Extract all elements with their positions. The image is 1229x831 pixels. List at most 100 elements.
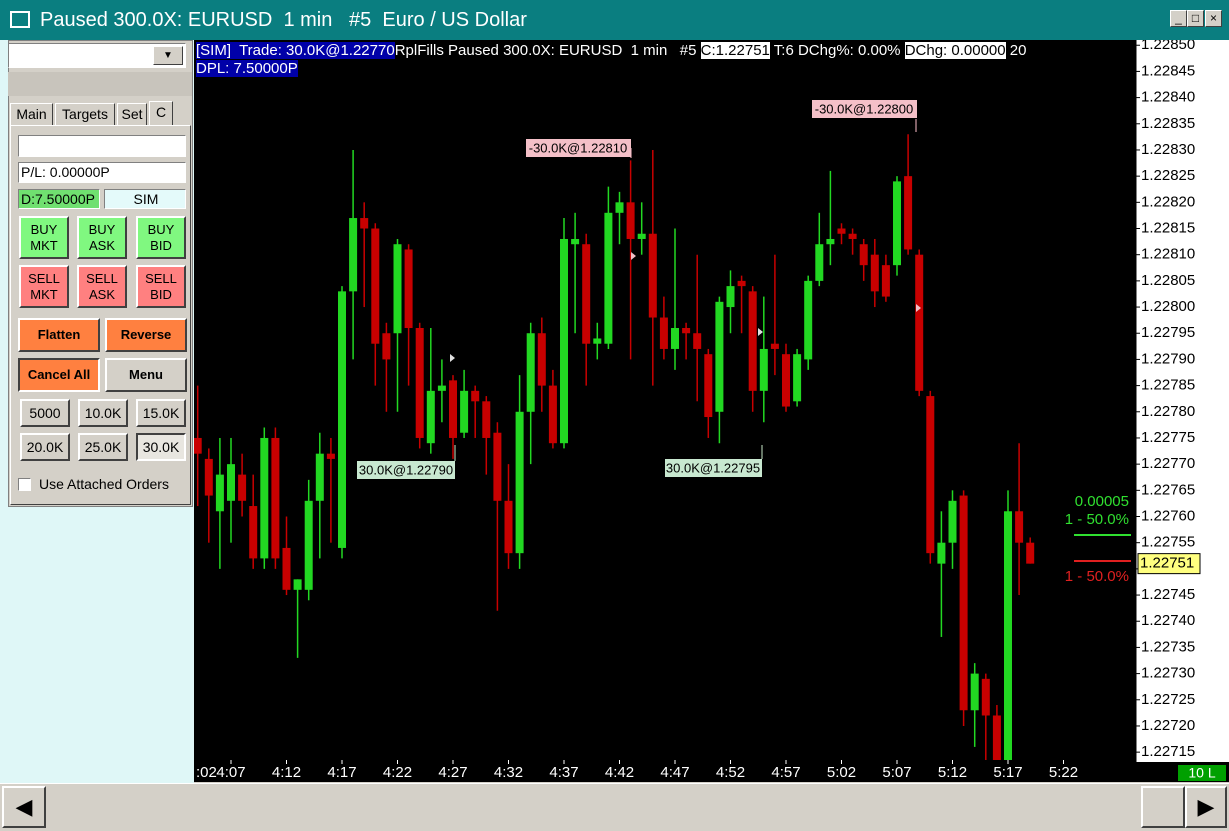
- menu-button[interactable]: Menu: [105, 358, 187, 392]
- candle-body: [304, 500, 313, 590]
- quantity-button[interactable]: 25.0K: [78, 433, 128, 461]
- x-tick-label: 4:52: [716, 764, 745, 781]
- y-tick-label: 1.22840: [1141, 89, 1195, 106]
- text-input[interactable]: [18, 135, 186, 157]
- candle-body: [881, 265, 890, 297]
- y-tick-label: 1.22755: [1141, 534, 1195, 551]
- x-tick-label: 5:02: [827, 764, 856, 781]
- quantity-button[interactable]: 20.0K: [20, 433, 70, 461]
- candle-body: [959, 495, 968, 711]
- candle-body: [626, 202, 635, 239]
- button-label: BID: [150, 286, 172, 302]
- candle-body: [360, 218, 369, 229]
- header-change: DChg: 0.00000: [904, 42, 1006, 59]
- sell-ask-button[interactable]: SELL ASK: [77, 265, 127, 308]
- reverse-button[interactable]: Reverse: [105, 318, 187, 352]
- candle-body: [648, 233, 657, 318]
- candle-body: [926, 396, 935, 554]
- candle-body: [759, 348, 768, 391]
- minimize-button[interactable]: _: [1170, 10, 1187, 27]
- y-tick-label: 1.22785: [1141, 377, 1195, 394]
- candle-body: [371, 228, 380, 344]
- stop-label: 1 - 50.0%: [1065, 568, 1129, 585]
- tab-content: [10, 125, 191, 505]
- candle-body: [704, 354, 713, 418]
- button-label: SELL: [145, 270, 177, 286]
- flatten-button[interactable]: Flatten: [18, 318, 100, 352]
- x-tick-label: 4:42: [605, 764, 634, 781]
- annotation: 30.0K@1.22795: [666, 460, 760, 475]
- price-axis-background: [1136, 40, 1229, 762]
- fill-marker: [450, 354, 455, 362]
- candle-body: [937, 542, 946, 564]
- tab[interactable]: Targets: [55, 103, 115, 126]
- header-info: RplFills Paused 300.0X: EURUSD 1 min #5: [394, 42, 701, 59]
- tab[interactable]: C: [149, 101, 173, 126]
- checkbox[interactable]: [18, 478, 31, 491]
- buy-market-button[interactable]: BUY MKT: [19, 216, 69, 259]
- close-button[interactable]: ×: [1205, 10, 1222, 27]
- symbol-dropdown[interactable]: ▼: [8, 43, 186, 68]
- candle-body: [204, 458, 213, 496]
- header-dpl: DPL: 7.50000P: [196, 60, 298, 77]
- x-tick-label: 4:17: [327, 764, 356, 781]
- x-tick-label: 4:12: [272, 764, 301, 781]
- candle-body: [537, 333, 546, 386]
- candle-body: [804, 280, 813, 360]
- scroll-left-button[interactable]: ◀: [2, 786, 46, 828]
- y-tick-label: 1.22790: [1141, 350, 1195, 367]
- quantity-button[interactable]: 5000: [20, 399, 70, 427]
- candle-body: [437, 385, 446, 391]
- dropdown-arrow[interactable]: ▼: [153, 46, 183, 65]
- lots-box: [1178, 765, 1226, 781]
- candle-body: [981, 678, 990, 716]
- candle-body: [671, 328, 679, 349]
- lots-label: 10 L: [1188, 765, 1215, 781]
- candle-body: [349, 218, 358, 292]
- quantity-button[interactable]: 10.0K: [78, 399, 128, 427]
- candle-body: [315, 453, 324, 501]
- x-tick-label: 4:32: [494, 764, 523, 781]
- maximize-button[interactable]: □: [1187, 10, 1204, 27]
- y-tick-label: 1.22735: [1141, 638, 1195, 655]
- dpl-field: D:7.50000P: [18, 189, 100, 209]
- candle-body: [493, 432, 502, 501]
- quantity-button[interactable]: 15.0K: [136, 399, 186, 427]
- cancel-all-button[interactable]: Cancel All: [18, 358, 100, 392]
- y-tick-label: 1.22760: [1141, 507, 1195, 524]
- annotation-box: [526, 139, 631, 157]
- scroll-thumb[interactable]: [1141, 786, 1185, 828]
- candle-body: [904, 176, 913, 250]
- candle-body: [515, 411, 524, 554]
- time-axis-background: [194, 762, 1229, 782]
- tab[interactable]: Main: [10, 103, 53, 126]
- candle-body: [338, 291, 346, 548]
- y-tick-label: 1.22725: [1141, 691, 1195, 708]
- candle-body: [770, 343, 779, 349]
- sell-bid-button[interactable]: SELL BID: [136, 265, 186, 308]
- x-tick-label: 4:27: [438, 764, 467, 781]
- candle-body: [1026, 542, 1035, 564]
- annotation: -30.0K@1.22800: [815, 101, 914, 116]
- tab[interactable]: Set: [117, 103, 147, 126]
- candle-body: [815, 244, 824, 281]
- candle-body: [659, 317, 668, 349]
- candle-body: [194, 437, 202, 454]
- candle-body: [748, 291, 757, 391]
- y-tick-label: 1.22830: [1141, 141, 1195, 158]
- candle-body: [870, 254, 879, 292]
- checkbox-label[interactable]: Use Attached Orders: [39, 476, 169, 492]
- y-tick-label: 1.22820: [1141, 193, 1195, 210]
- buy-ask-button[interactable]: BUY ASK: [77, 216, 127, 259]
- y-tick-label: 1.22720: [1141, 717, 1195, 734]
- buy-bid-button[interactable]: BUY BID: [136, 216, 186, 259]
- button-label: BID: [150, 237, 172, 253]
- scroll-right-button[interactable]: ▶: [1185, 786, 1227, 828]
- x-tick-label: 5:12: [938, 764, 967, 781]
- chart-header-row2: DPL: 7.50000P: [196, 60, 298, 78]
- button-label: SELL: [28, 270, 60, 286]
- sell-market-button[interactable]: SELL MKT: [19, 265, 69, 308]
- candle-body: [837, 228, 846, 234]
- quantity-button[interactable]: 30.0K: [136, 433, 186, 461]
